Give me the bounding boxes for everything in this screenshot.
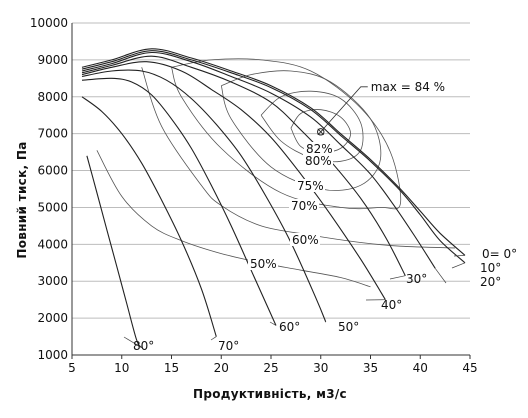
curve-labels: 0= 0°10°20° 30° 40° 50° 60° 70° 80° 82%80% 75% 70…	[123, 80, 517, 353]
y-tick-label: 6000	[37, 164, 68, 178]
label-leader	[451, 262, 466, 269]
efficiency-curve-80pct	[260, 90, 364, 163]
blade-angle-label: 80°	[133, 339, 154, 353]
blade-curve-1	[81, 50, 466, 264]
label-background	[303, 154, 333, 167]
y-axis-title: Повний тиск, Па	[15, 141, 29, 258]
blade-angle-label: 40°	[381, 298, 402, 312]
efficiency-label: 75%	[297, 179, 324, 193]
efficiency-label: 82%	[306, 142, 333, 156]
blade-angle-label: 30°	[406, 272, 427, 286]
label-leader	[210, 336, 217, 341]
x-tick-label: 10	[114, 361, 129, 375]
x-tick-label: 20	[214, 361, 229, 375]
label-background	[304, 142, 334, 155]
efficiency-label: 50%	[250, 257, 277, 271]
axes: 1000 2000 3000 4000 5000 6000 7000 8000 9000 1000…	[30, 16, 478, 375]
blade-curve-7	[81, 96, 217, 337]
y-tick-label: 7000	[37, 127, 68, 141]
x-tick-label: 40	[413, 361, 428, 375]
blade-angle-label: 0= 0°	[482, 247, 517, 261]
efficiency-label: 70%	[291, 199, 318, 213]
efficiency-curve-60pct	[141, 67, 456, 249]
x-tick-label: 30	[313, 361, 328, 375]
blade-angle-label: 70°	[218, 339, 239, 353]
efficiency-label: 60%	[292, 233, 319, 247]
efficiency-curves	[96, 58, 456, 288]
y-tick-label: 1000	[37, 348, 68, 362]
blade-curve-3	[81, 55, 406, 276]
blade-angle-curves	[81, 48, 466, 348]
efficiency-curve-70pct	[171, 58, 402, 210]
label-background	[295, 179, 325, 192]
max-efficiency-label: max = 84 %	[371, 80, 445, 94]
y-tick-label: 4000	[37, 237, 68, 251]
blade-angle-label: 50°	[338, 320, 359, 334]
label-leader	[434, 268, 447, 284]
x-tick-label: 25	[263, 361, 278, 375]
blade-angle-label: 10°	[480, 261, 501, 275]
blade-curve-0	[81, 48, 466, 256]
y-tick-label: 10000	[30, 16, 68, 30]
y-tick-label: 5000	[37, 200, 68, 214]
y-tick-label: 2000	[37, 311, 68, 325]
grid-lines	[72, 22, 470, 356]
label-background	[289, 199, 319, 212]
efficiency-curve-50pct	[96, 150, 371, 288]
y-tick-label: 3000	[37, 274, 68, 288]
label-leader	[123, 336, 142, 348]
x-tick-label: 15	[164, 361, 179, 375]
blade-angle-label: 20°	[480, 275, 501, 289]
label-background	[248, 257, 278, 270]
label-background	[290, 233, 320, 246]
blade-curve-4	[81, 61, 386, 300]
x-tick-label: 5	[68, 361, 76, 375]
blade-curve-8	[86, 155, 143, 348]
label-leader	[269, 321, 277, 326]
blade-curve-6	[81, 77, 277, 326]
efficiency-curve-75pct	[220, 70, 382, 191]
y-tick-label: 8000	[37, 90, 68, 104]
blade-curve-2	[81, 51, 436, 269]
blade-curve-5	[81, 69, 327, 323]
y-tick-label: 9000	[37, 53, 68, 67]
efficiency-label: 80%	[305, 154, 332, 168]
label-leader	[453, 255, 466, 257]
label-leader	[389, 275, 406, 280]
max-callout-leader	[320, 86, 368, 133]
x-tick-label: 35	[363, 361, 378, 375]
x-axis-title: Продуктивність, м3/с	[193, 387, 347, 401]
x-tick-label: 45	[462, 361, 477, 375]
blade-angle-label: 60°	[279, 320, 300, 334]
max-point-marker	[317, 128, 325, 136]
